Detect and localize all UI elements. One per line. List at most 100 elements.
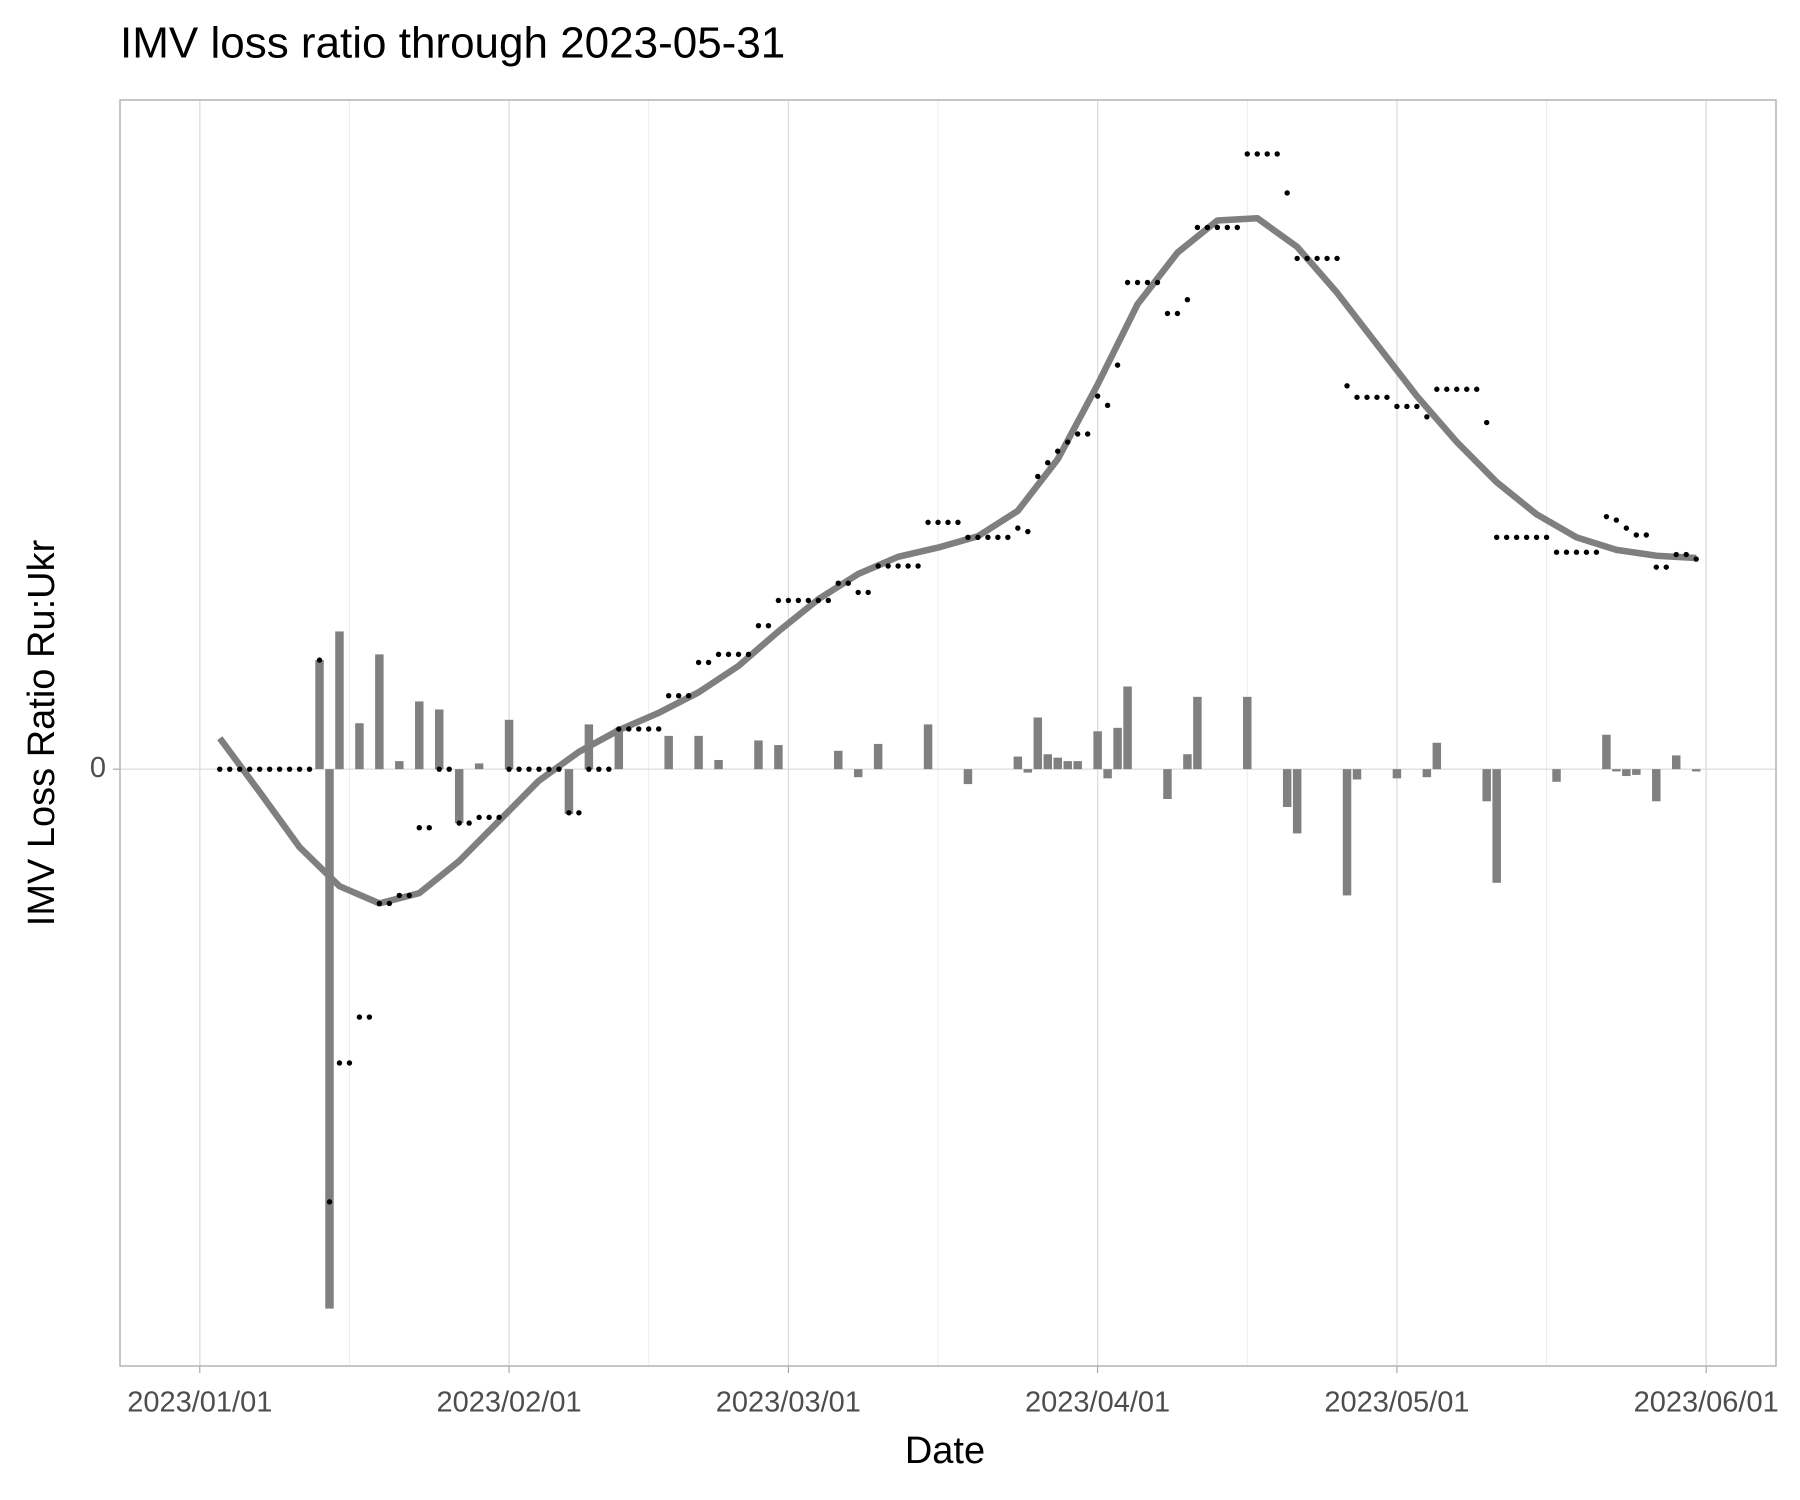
bar <box>355 723 364 770</box>
point <box>496 814 502 821</box>
point <box>1603 513 1610 520</box>
point <box>606 766 612 772</box>
point <box>1673 551 1679 558</box>
point <box>306 766 313 772</box>
point <box>526 766 532 772</box>
bar <box>1392 769 1402 779</box>
bar <box>1672 755 1681 770</box>
bar <box>1093 731 1102 770</box>
point <box>785 597 792 604</box>
point <box>596 766 602 772</box>
point <box>1254 151 1260 157</box>
point <box>945 519 951 526</box>
point <box>1084 431 1091 437</box>
x-tick-label: 2023/02/01 <box>436 1387 581 1419</box>
point <box>1434 386 1440 392</box>
point <box>925 519 931 526</box>
point <box>825 597 831 604</box>
bar <box>1352 769 1362 780</box>
bar <box>1342 769 1352 896</box>
point <box>416 824 422 831</box>
point <box>1693 556 1699 562</box>
bar <box>325 769 334 1309</box>
point <box>1613 517 1620 523</box>
point <box>1583 549 1590 555</box>
point <box>1623 525 1630 531</box>
point <box>775 597 782 604</box>
point <box>845 580 851 586</box>
point <box>1294 255 1300 262</box>
bar <box>1422 769 1432 778</box>
point <box>646 726 652 732</box>
point <box>336 1060 343 1066</box>
point <box>1543 534 1550 541</box>
point <box>915 563 921 569</box>
bar <box>853 769 863 778</box>
point <box>745 651 752 658</box>
bar <box>1043 754 1052 770</box>
point <box>566 810 572 816</box>
point <box>1055 448 1061 454</box>
point <box>516 766 522 772</box>
point <box>735 651 742 658</box>
bar <box>1552 769 1561 782</box>
point <box>955 519 961 526</box>
bar <box>1013 756 1023 770</box>
point <box>1015 525 1021 531</box>
bar <box>1163 769 1172 799</box>
point <box>875 563 881 569</box>
bar <box>1622 769 1631 777</box>
point <box>217 766 223 772</box>
point <box>1284 190 1290 196</box>
point <box>426 824 432 831</box>
point <box>795 597 802 604</box>
point <box>865 589 871 596</box>
point <box>227 766 233 772</box>
x-axis-label: Date <box>905 1430 985 1472</box>
point <box>1364 394 1370 400</box>
point <box>755 622 762 629</box>
point <box>1065 439 1071 445</box>
point <box>1593 549 1600 555</box>
point <box>1474 386 1480 392</box>
bar <box>1632 769 1641 775</box>
point <box>1164 310 1171 317</box>
plot-border <box>119 99 1777 1367</box>
bar <box>923 724 933 770</box>
bar <box>1113 727 1122 770</box>
bar <box>1053 757 1062 770</box>
bar <box>415 701 424 770</box>
point <box>675 692 682 699</box>
point <box>995 534 1001 541</box>
point <box>705 659 712 666</box>
bar <box>1612 769 1621 772</box>
bar <box>694 735 703 770</box>
point <box>1334 255 1340 262</box>
point <box>1244 151 1250 157</box>
point <box>1653 564 1659 570</box>
point <box>1454 386 1460 392</box>
point <box>715 651 722 658</box>
bar <box>1602 734 1611 770</box>
point <box>286 766 293 772</box>
point <box>1204 224 1211 231</box>
point <box>655 726 662 732</box>
point <box>1114 362 1121 368</box>
point <box>665 692 672 699</box>
bar <box>504 719 514 770</box>
bar <box>454 769 464 824</box>
bar <box>1183 754 1192 770</box>
point <box>586 766 592 772</box>
bar <box>714 759 723 770</box>
point <box>1134 279 1141 286</box>
point <box>396 892 403 899</box>
point <box>1384 394 1390 400</box>
point <box>266 766 273 772</box>
point <box>1573 549 1580 555</box>
point <box>1374 394 1380 400</box>
point <box>1464 386 1470 392</box>
point <box>1304 255 1310 262</box>
point <box>466 820 472 826</box>
point <box>895 563 901 569</box>
point <box>1633 532 1640 538</box>
